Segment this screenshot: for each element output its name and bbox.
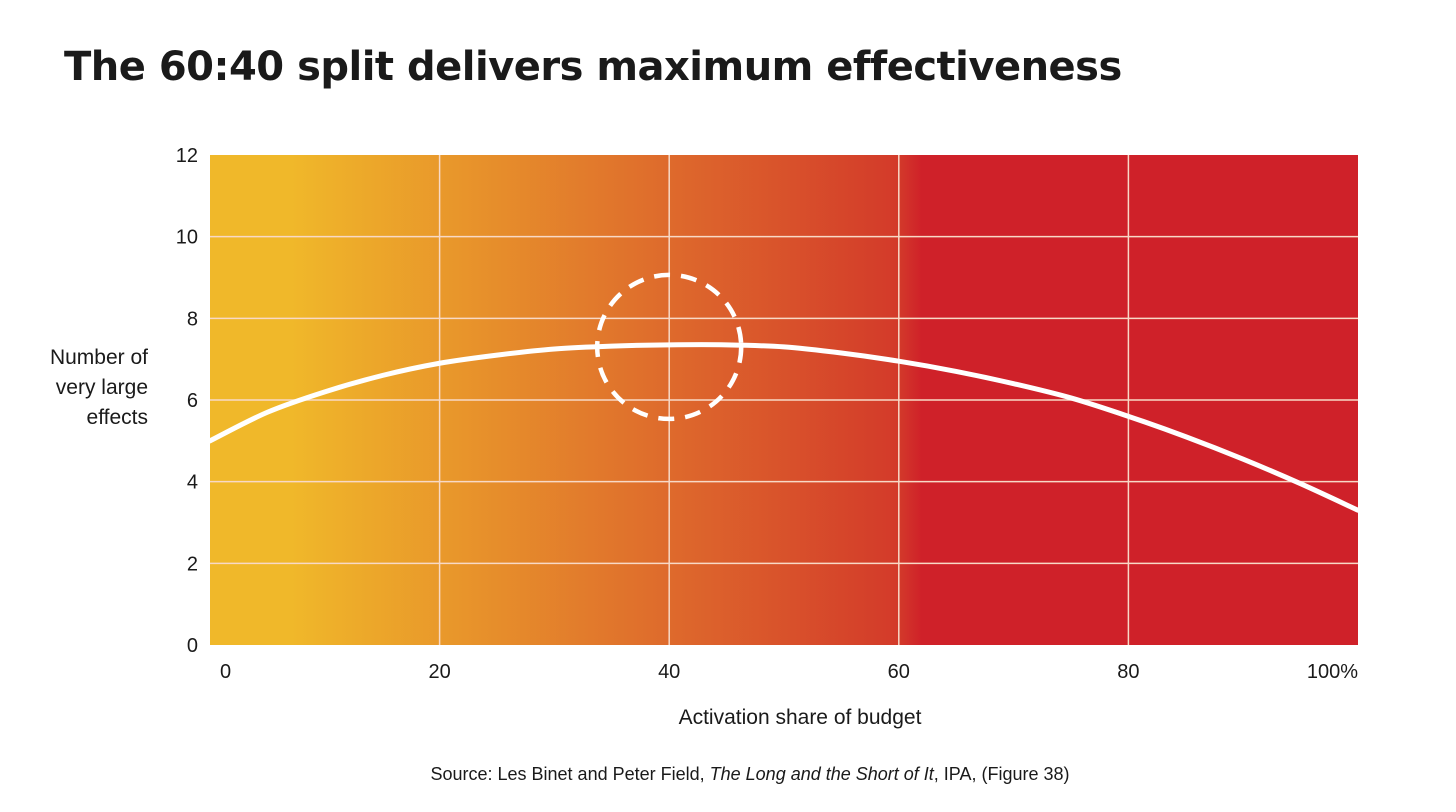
x-tick-label-80: 80 bbox=[1117, 661, 1139, 683]
y-tick-label-2: 2 bbox=[187, 553, 198, 575]
y-axis-label-line-2: very large bbox=[55, 376, 148, 399]
y-tick-label-6: 6 bbox=[187, 390, 198, 412]
x-tick-label-100: 100% bbox=[1307, 661, 1358, 683]
grid bbox=[210, 155, 1358, 645]
highlight-dashed-circle bbox=[594, 272, 744, 422]
y-tick-label-8: 8 bbox=[187, 308, 198, 330]
y-tick-label-10: 10 bbox=[176, 227, 198, 249]
x-tick-label-20: 20 bbox=[428, 661, 450, 683]
y-axis-label-line-3: effects bbox=[86, 406, 148, 429]
x-tick-label-60: 60 bbox=[888, 661, 910, 683]
source-suffix: , IPA, (Figure 38) bbox=[933, 764, 1070, 784]
y-axis-label: Number of very large effects bbox=[0, 343, 148, 433]
source-note: Source: Les Binet and Peter Field, The L… bbox=[0, 764, 1456, 785]
y-axis-label-line-1: Number of bbox=[49, 346, 148, 369]
source-prefix: Source: Les Binet and Peter Field, bbox=[430, 764, 710, 784]
source-book-title: The Long and the Short of It bbox=[709, 764, 934, 784]
y-axis-ticks: 0 2 4 6 8 10 12 bbox=[176, 145, 198, 657]
x-tick-label-40: 40 bbox=[658, 661, 680, 683]
chart-title: The 60:40 split delivers maximum effecti… bbox=[64, 44, 1122, 90]
y-tick-label-0: 0 bbox=[187, 635, 198, 657]
y-tick-label-12: 12 bbox=[176, 145, 198, 167]
series-line-effects bbox=[210, 342, 1358, 513]
y-tick-label-4: 4 bbox=[187, 472, 198, 494]
x-axis-label: Activation share of budget bbox=[678, 706, 922, 729]
x-axis-ticks: 0 20 40 60 80 100% bbox=[220, 661, 1358, 683]
x-tick-label-0: 0 bbox=[220, 661, 231, 683]
